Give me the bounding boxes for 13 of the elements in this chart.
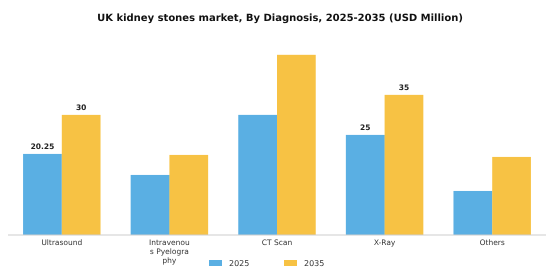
legend-label: 2035 bbox=[304, 259, 324, 268]
bar bbox=[62, 114, 101, 235]
bar bbox=[169, 154, 208, 235]
bar bbox=[238, 114, 277, 235]
legend-label: 2025 bbox=[229, 259, 250, 268]
bar bbox=[277, 54, 316, 235]
bar bbox=[384, 94, 424, 235]
chart-title: UK kidney stones market, By Diagnosis, 2025-2035 (USD Million) bbox=[97, 13, 463, 24]
bar bbox=[492, 156, 531, 235]
bar bbox=[130, 174, 170, 235]
bar bbox=[23, 154, 62, 235]
bar bbox=[453, 190, 492, 235]
bar bbox=[346, 134, 385, 235]
